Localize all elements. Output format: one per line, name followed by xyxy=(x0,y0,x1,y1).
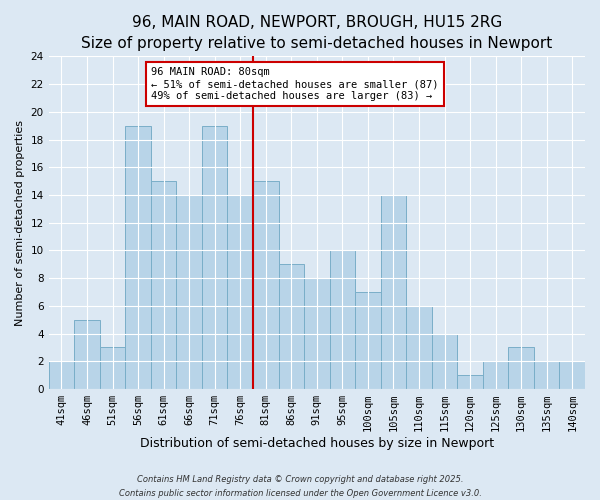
Title: 96, MAIN ROAD, NEWPORT, BROUGH, HU15 2RG
Size of property relative to semi-detac: 96, MAIN ROAD, NEWPORT, BROUGH, HU15 2RG… xyxy=(81,15,553,51)
Bar xyxy=(49,362,74,389)
Bar xyxy=(432,334,457,389)
Bar xyxy=(74,320,100,389)
Bar xyxy=(508,348,534,389)
Bar xyxy=(304,278,329,389)
Bar xyxy=(253,181,278,389)
Bar xyxy=(406,306,432,389)
Bar xyxy=(278,264,304,389)
Bar xyxy=(100,348,125,389)
Bar xyxy=(559,362,585,389)
Bar xyxy=(457,375,483,389)
Bar xyxy=(483,362,508,389)
Text: 96 MAIN ROAD: 80sqm
← 51% of semi-detached houses are smaller (87)
49% of semi-d: 96 MAIN ROAD: 80sqm ← 51% of semi-detach… xyxy=(151,68,439,100)
Bar xyxy=(380,195,406,389)
Bar xyxy=(355,292,380,389)
Bar xyxy=(176,195,202,389)
X-axis label: Distribution of semi-detached houses by size in Newport: Distribution of semi-detached houses by … xyxy=(140,437,494,450)
Text: Contains HM Land Registry data © Crown copyright and database right 2025.
Contai: Contains HM Land Registry data © Crown c… xyxy=(119,476,481,498)
Bar xyxy=(202,126,227,389)
Y-axis label: Number of semi-detached properties: Number of semi-detached properties xyxy=(15,120,25,326)
Bar xyxy=(151,181,176,389)
Bar xyxy=(329,250,355,389)
Bar xyxy=(227,195,253,389)
Bar xyxy=(125,126,151,389)
Bar xyxy=(534,362,559,389)
